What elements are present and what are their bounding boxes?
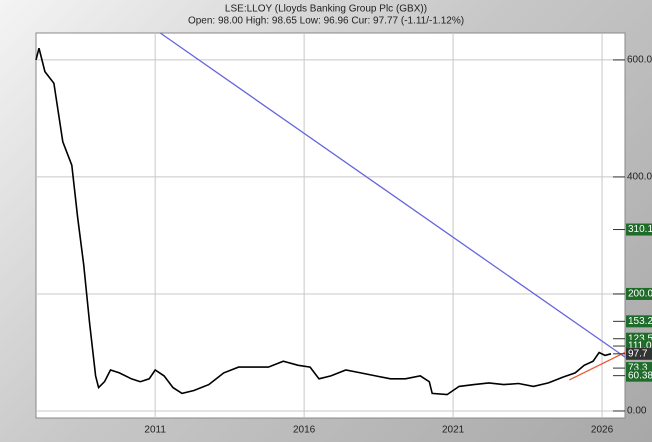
y-tick-label: 600.00 <box>627 55 652 66</box>
price-marker <box>626 315 652 328</box>
price-line <box>35 48 612 396</box>
x-tick-label: 2011 <box>144 425 166 436</box>
trend-line <box>569 351 626 381</box>
x-tick-label: 2016 <box>293 425 316 436</box>
price-marker-label: 60.38 <box>628 370 652 381</box>
price-marker-label: 123.5 <box>628 333 652 344</box>
trend-line <box>159 32 626 358</box>
x-tick-label: 2026 <box>591 425 614 436</box>
x-tick-label: 2021 <box>442 425 465 436</box>
chart-title: LSE:LLOY (Lloyds Banking Group Plc (GBX)… <box>225 4 427 15</box>
price-marker-label: 111.0 <box>628 341 652 352</box>
price-marker-label: 97.7 <box>628 348 648 359</box>
price-marker <box>626 223 652 236</box>
chart-subtitle: Open: 98.00 High: 98.65 Low: 96.96 Cur: … <box>188 16 464 27</box>
price-marker-label: 310.1 <box>628 224 652 235</box>
price-marker <box>626 287 652 300</box>
plot-area <box>35 32 626 419</box>
y-tick-label: 400.00 <box>627 172 652 183</box>
price-marker-label: 73.3 <box>628 363 648 374</box>
price-marker-label: 200.0 <box>628 289 652 300</box>
price-marker-label: 153.2 <box>628 316 652 327</box>
price-marker <box>626 369 652 382</box>
y-tick-label: 0.00 <box>627 406 647 417</box>
price-marker <box>626 347 652 360</box>
